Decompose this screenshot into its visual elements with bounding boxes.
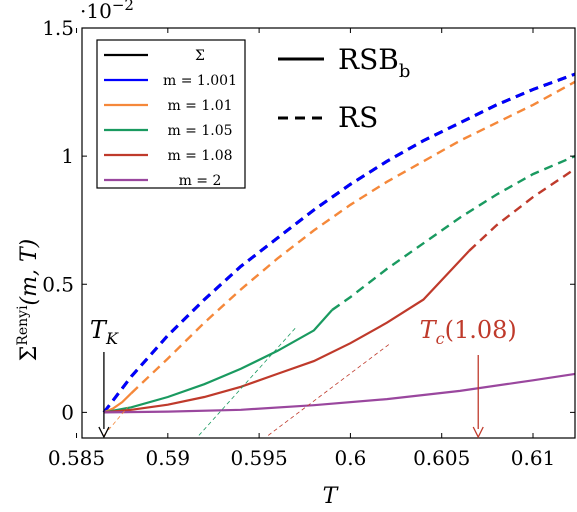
construction-line-2 [267,342,391,436]
legend-box [96,39,246,189]
x-tick-label: 0.605 [413,446,470,470]
legend-label: m = 2 [179,173,222,189]
legend: Σm = 1.001 m = 1.01 m = 1.05 m = 1.08 m = 2 [96,39,246,189]
legend-label: m = 1.05 [167,123,232,139]
legend-label: m = 1.001 [163,73,237,89]
plot-frame [81,27,576,439]
x-tick-label: 0.585 [48,446,105,470]
x-axis-label: T [323,484,340,509]
legend-label: m = 1.01 [167,98,232,114]
y-tick-label: 0.5 [42,272,74,296]
style-legend-rsb-label: RSBb [338,43,410,82]
series-m-1-08-rsb-line [103,250,470,414]
series-m-1-05-rsb-line [103,309,334,414]
series-m-1-01-rs-line [130,80,576,395]
line-style-legend: RSBb RS [278,43,410,134]
series-m-1-05-rs-line [331,154,576,311]
y-axis-label: ΣRenyi(m, T) [15,239,42,361]
y-multiplier: ·10−2 [80,0,134,23]
y-tick-label: 1.5 [42,16,74,40]
annotation-label: TK [90,316,119,348]
ticks-layer: 0.585 0.59 0.595 0.6 0.605 0.61 0 0.5 1 1.5 [42,16,575,470]
y-tick-label: 1 [61,144,74,168]
annotation-label: Tc(1.08) [420,316,517,348]
x-tick-label: 0.61 [511,446,556,470]
style-legend-rs-label: RS [338,101,378,134]
annotations: TK Tc(1.08) [90,316,517,439]
series-m-1-001-rs-line [102,72,576,414]
series-m-1-08-rs-line [468,167,576,252]
legend-label: Σ [195,48,205,64]
x-tick-label: 0.595 [230,446,287,470]
series-m-2-rsb-line [103,372,576,414]
construction-line-1 [198,327,296,436]
construction-line-0 [103,407,128,436]
y-tick-label: 0 [61,400,74,424]
legend-label: m = 1.08 [167,148,232,164]
construction-lines [103,327,391,436]
series-layer [102,72,576,414]
x-tick-label: 0.6 [335,446,367,470]
annotation-arrow-head [98,426,110,439]
x-tick-label: 0.59 [146,446,191,470]
annotation-arrow-head [472,426,484,439]
